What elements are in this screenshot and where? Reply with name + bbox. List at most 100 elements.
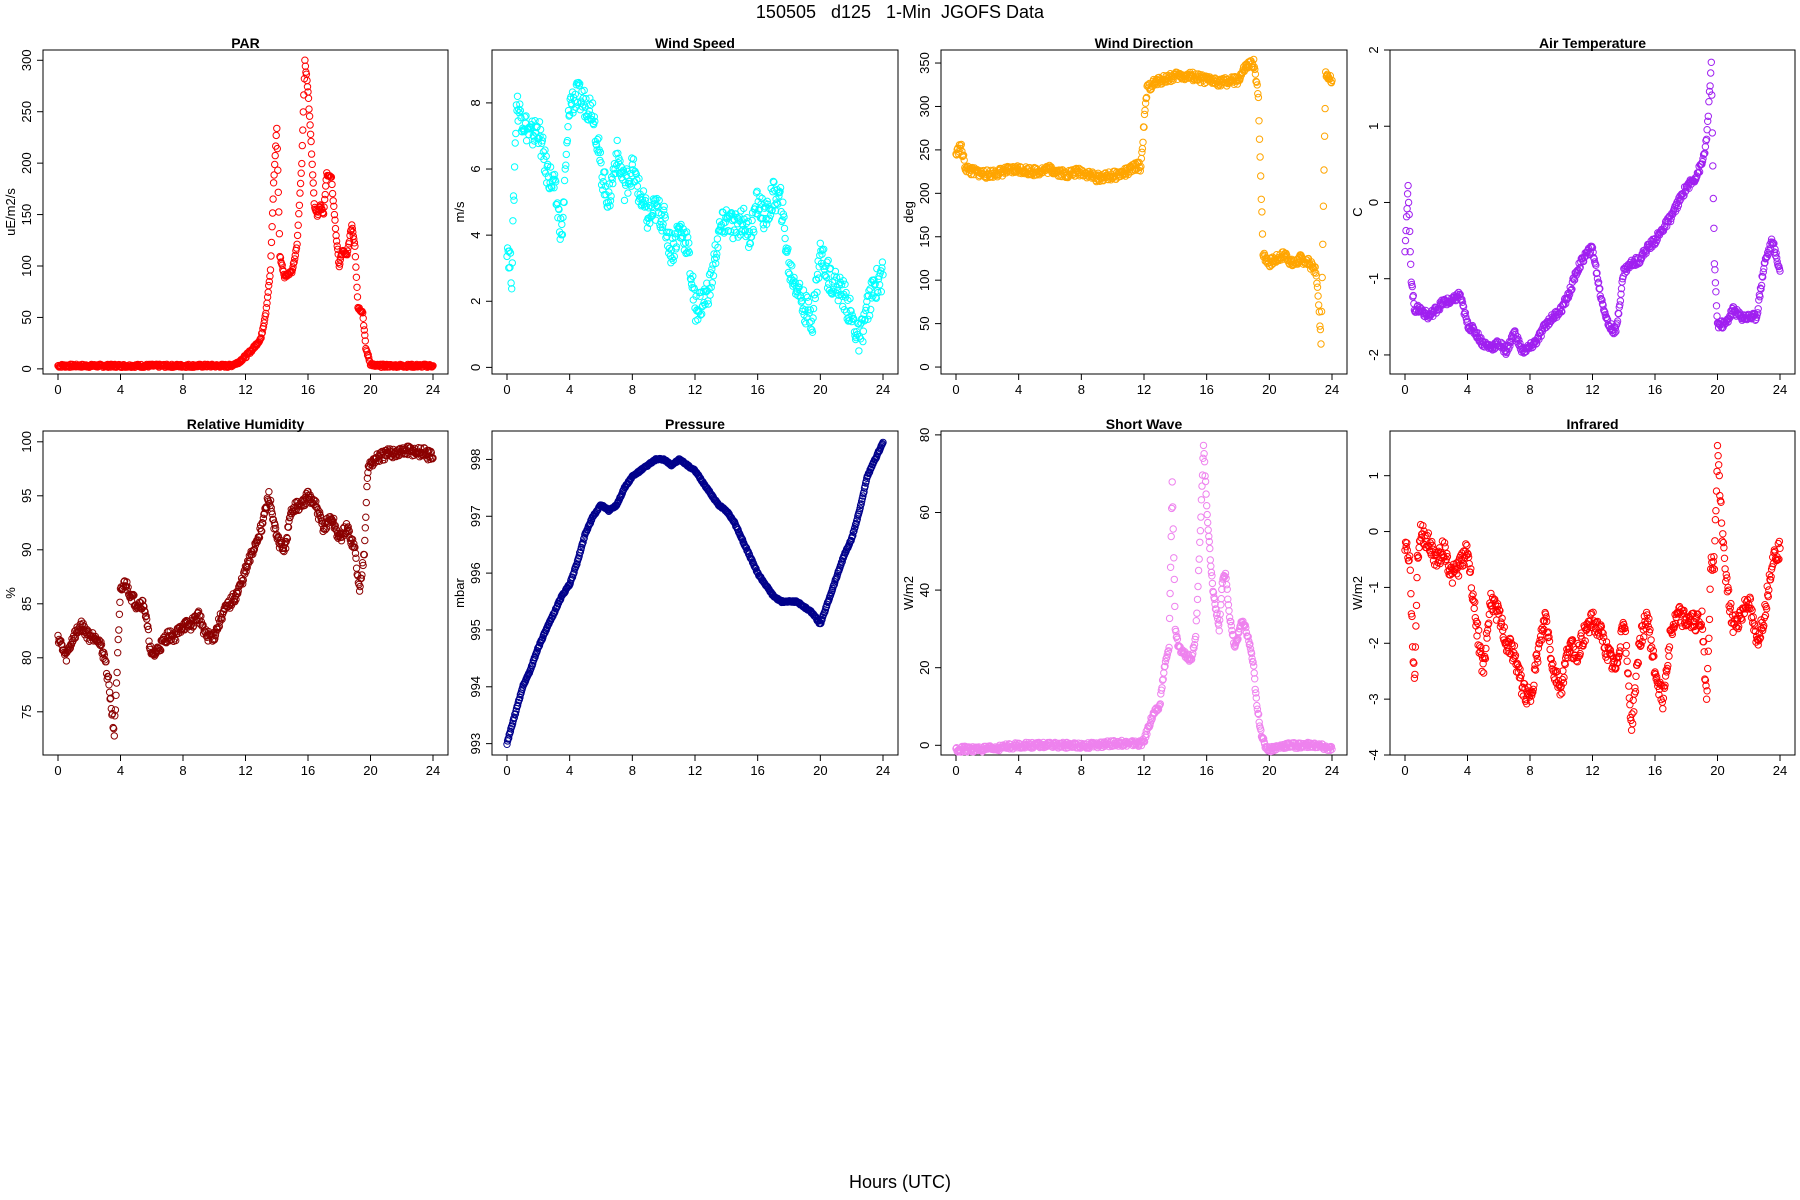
data-point	[770, 178, 778, 186]
data-point	[301, 56, 309, 64]
data-point	[599, 178, 607, 186]
data-point	[629, 155, 638, 163]
data-point	[361, 331, 369, 339]
data-point	[328, 180, 336, 189]
data-point	[693, 306, 701, 314]
x-tick-label: 16	[301, 763, 315, 778]
plot-frame	[491, 49, 899, 375]
data-point	[359, 309, 367, 317]
data-point	[710, 255, 719, 263]
data-point	[855, 347, 863, 355]
data-point	[1170, 554, 1178, 562]
data-point	[644, 204, 653, 212]
data-point	[601, 168, 609, 176]
data-point	[613, 136, 621, 145]
data-point	[832, 273, 841, 282]
data-point	[580, 86, 588, 95]
data-point	[847, 307, 855, 315]
x-tick-label: 20	[813, 763, 827, 778]
data-point	[788, 262, 796, 270]
data-point	[823, 258, 831, 266]
data-point	[821, 272, 830, 280]
y-axis-label: C	[1350, 207, 1365, 216]
data-point	[1192, 617, 1201, 625]
data-point	[597, 159, 605, 167]
data-point	[574, 78, 583, 87]
data-point	[307, 137, 315, 146]
y-tick-label: 50	[917, 316, 932, 330]
data-point	[321, 190, 329, 199]
y-tick-label: 100	[19, 255, 34, 277]
data-point	[295, 201, 304, 210]
y-axis-label: mbar	[452, 578, 467, 608]
x-tick-label: 24	[426, 763, 440, 778]
data-point	[1712, 288, 1720, 296]
data-point	[112, 679, 121, 687]
y-tick-label: 60	[917, 505, 932, 519]
data-point	[271, 160, 279, 169]
series-points	[54, 442, 437, 740]
x-tick-label: 0	[1401, 763, 1408, 778]
data-point	[335, 262, 343, 271]
x-tick-label: 20	[1262, 382, 1276, 397]
series-points	[503, 438, 887, 748]
data-point	[306, 121, 314, 129]
x-tick-label: 24	[1773, 763, 1787, 778]
x-tick-label: 20	[1710, 763, 1724, 778]
data-point	[265, 281, 273, 290]
data-point	[1404, 181, 1412, 190]
data-point	[862, 303, 870, 311]
plot-frame	[42, 49, 449, 375]
data-point	[781, 234, 789, 243]
data-point	[642, 194, 650, 202]
data-point	[510, 163, 519, 171]
data-point	[707, 283, 715, 292]
data-point	[297, 169, 305, 177]
data-point	[1319, 202, 1328, 210]
data-point	[1196, 538, 1204, 546]
data-point	[706, 291, 714, 299]
x-tick-label: 12	[688, 763, 702, 778]
x-tick-label: 16	[1648, 763, 1662, 778]
data-point	[879, 271, 887, 279]
data-point	[349, 228, 357, 236]
data-point	[759, 221, 767, 229]
data-point	[1217, 595, 1226, 603]
data-point	[844, 296, 852, 304]
data-point	[809, 304, 818, 313]
data-point	[561, 165, 569, 173]
data-point	[960, 156, 968, 164]
data-point	[293, 240, 301, 249]
y-tick-label: 0	[19, 365, 34, 372]
data-point	[262, 304, 271, 312]
data-point	[1711, 266, 1719, 274]
data-point	[360, 321, 368, 330]
x-tick-label: 12	[1137, 382, 1151, 397]
y-axis-label: %	[3, 587, 18, 599]
data-point	[807, 325, 815, 333]
data-point	[293, 231, 302, 240]
data-point	[507, 279, 515, 287]
data-point	[712, 253, 720, 262]
data-point	[509, 217, 517, 225]
data-point	[582, 95, 590, 103]
chart-title: Relative Humidity	[187, 416, 305, 432]
x-tick-label: 24	[426, 382, 440, 397]
data-point	[763, 197, 771, 206]
y-tick-label: -1	[1366, 582, 1381, 594]
data-point	[510, 196, 518, 204]
data-point	[529, 141, 537, 149]
data-point	[834, 296, 842, 305]
data-point	[690, 285, 699, 293]
y-axis-label: uE/m2/s	[3, 188, 18, 236]
data-point	[588, 99, 597, 107]
data-point	[265, 277, 273, 286]
y-axis-label: deg	[901, 201, 916, 223]
data-point	[658, 223, 667, 231]
data-point	[1315, 301, 1323, 309]
x-tick-label: 20	[1262, 763, 1276, 778]
data-point	[304, 94, 313, 103]
data-point	[309, 179, 317, 187]
